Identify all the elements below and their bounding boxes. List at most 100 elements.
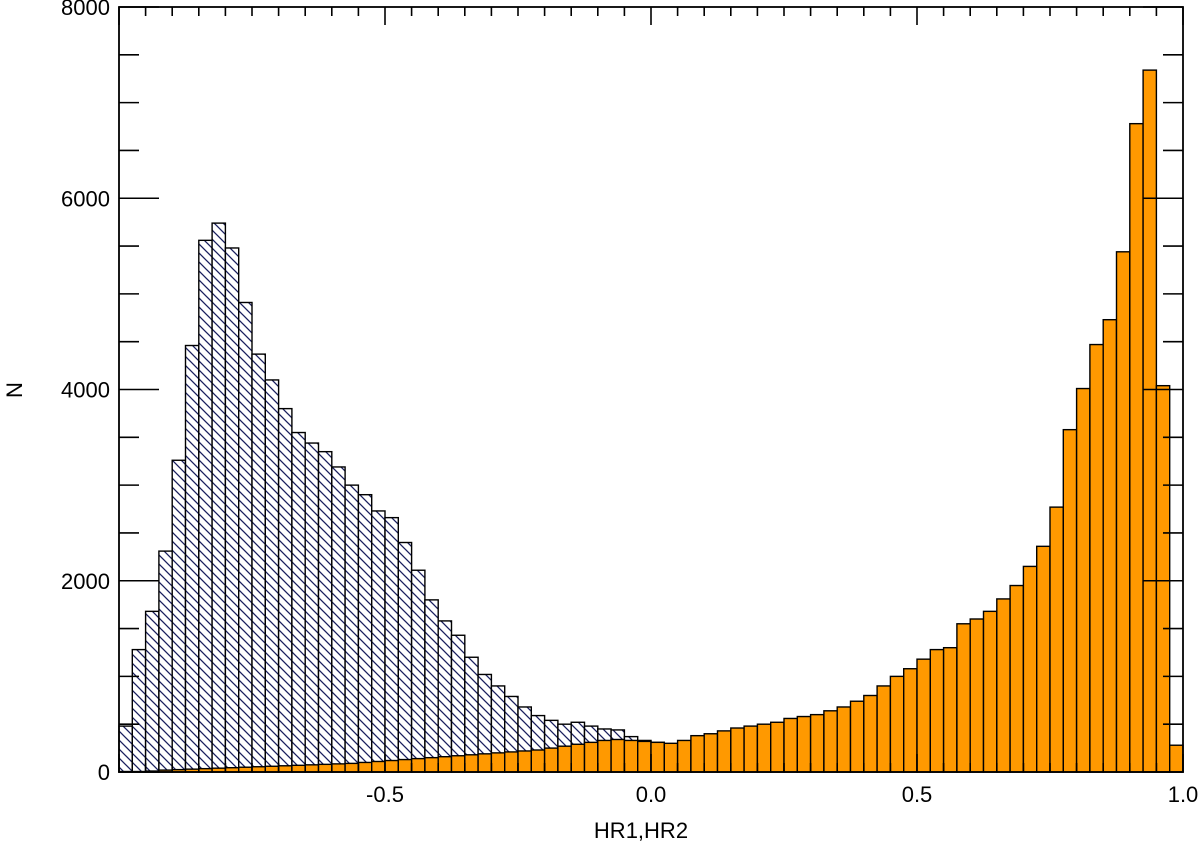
- histogram-bar: [317, 763, 333, 773]
- histogram-bar: [650, 741, 666, 773]
- histogram-bar: [490, 752, 506, 773]
- histogram-bar: [809, 713, 825, 773]
- histogram-bar: [1075, 387, 1091, 773]
- histogram-bar: [770, 721, 785, 773]
- histogram-bar: [1155, 384, 1171, 773]
- histogram-bar: [237, 301, 253, 773]
- histogram-bar: [1115, 251, 1131, 773]
- histogram-bar: [783, 717, 799, 773]
- histogram-bar: [1022, 565, 1038, 773]
- histogram-bar: [397, 541, 413, 773]
- y-axis-label: N: [2, 382, 27, 398]
- histogram-bar: [756, 723, 772, 773]
- histogram-bar: [956, 623, 971, 773]
- histogram-bar: [1089, 343, 1104, 773]
- histogram-bar: [504, 751, 519, 773]
- histogram-bar: [676, 739, 692, 773]
- histogram-bar: [942, 646, 958, 773]
- histogram-bar: [424, 599, 439, 773]
- histogram-bar: [198, 239, 213, 773]
- histogram-bar: [836, 706, 852, 773]
- histogram-bar: [331, 466, 346, 773]
- histogram-bar: [570, 743, 586, 773]
- histogram-bar: [171, 459, 187, 773]
- histogram-bar: [663, 742, 679, 773]
- histogram-bar: [357, 493, 373, 773]
- y-tick-label: 8000: [61, 0, 110, 20]
- histogram-bar: [211, 222, 227, 773]
- histogram-bar: [543, 747, 559, 773]
- histogram-bar: [1129, 122, 1144, 773]
- histogram-bar: [277, 765, 293, 773]
- histogram-bar: [118, 725, 134, 773]
- histogram-bar: [863, 694, 878, 773]
- histogram-bar: [1049, 506, 1065, 773]
- histogram-bar: [224, 247, 240, 773]
- x-tick-label: -0.5: [366, 782, 404, 807]
- histogram-bar: [357, 761, 373, 773]
- histogram-bar: [929, 648, 945, 773]
- series-2-bars: [118, 69, 1184, 773]
- histogram-bar: [1062, 428, 1078, 773]
- axis-ticks: [118, 6, 1184, 773]
- histogram-bar: [450, 634, 466, 773]
- histogram-bar: [450, 755, 466, 773]
- histogram-bar: [264, 379, 280, 773]
- histogram-bar: [690, 734, 705, 773]
- histogram-bar: [849, 700, 865, 773]
- histogram-bar: [583, 741, 599, 773]
- histogram-bar: [331, 763, 346, 773]
- histogram-bar: [703, 733, 719, 773]
- histogram-bar: [1009, 584, 1025, 773]
- y-tick-label: 0: [98, 760, 110, 785]
- x-axis-label: HR1,HR2: [594, 818, 688, 843]
- axis-tick-labels: -0.5 0.0 0.5 1.0 0 2000 4000 6000 8000: [61, 0, 1198, 807]
- histogram-bar: [610, 738, 626, 773]
- histogram-bar: [410, 569, 426, 773]
- histogram-bar: [144, 610, 160, 773]
- histogram-bar: [291, 764, 306, 773]
- histogram-bar: [184, 344, 200, 773]
- y-tick-label: 4000: [61, 378, 110, 403]
- histogram-bar: [1168, 744, 1184, 773]
- histogram-bar: [277, 407, 293, 773]
- histogram-bar: [437, 756, 453, 773]
- histogram-bar: [903, 668, 918, 773]
- histogram-bar: [477, 753, 493, 773]
- histogram-bar: [251, 353, 267, 773]
- histogram-bar: [304, 442, 320, 773]
- histogram-bar: [384, 759, 400, 773]
- histogram-bar: [730, 727, 745, 773]
- histogram-bar: [131, 648, 147, 773]
- histogram-bar: [517, 750, 533, 773]
- histogram-bar: [969, 618, 985, 773]
- histogram-bar: [530, 749, 546, 773]
- histogram-bar: [1035, 545, 1051, 773]
- histogram-bar: [317, 450, 333, 773]
- x-tick-label: 1.0: [1168, 782, 1199, 807]
- x-tick-label: 0.5: [902, 782, 933, 807]
- histogram-bar: [889, 675, 905, 773]
- histogram-bar: [743, 725, 759, 773]
- histogram-bar: [344, 484, 360, 773]
- histogram-bar: [982, 610, 998, 773]
- histogram-bar: [291, 431, 306, 773]
- histogram-bar: [304, 764, 320, 773]
- histogram-bar: [464, 754, 479, 773]
- histogram-bar: [424, 756, 439, 773]
- histogram-bar: [1142, 69, 1158, 773]
- histogram-bar: [796, 715, 812, 773]
- histogram-bar: [597, 739, 612, 773]
- histogram-bar: [916, 658, 932, 773]
- histogram-bar: [371, 510, 386, 773]
- histogram-bar: [158, 550, 173, 773]
- histogram-bar: [716, 730, 732, 773]
- histogram-bar: [384, 516, 400, 773]
- x-tick-label: 0.0: [636, 782, 667, 807]
- histogram-bar: [823, 710, 838, 773]
- histogram-bar: [410, 757, 426, 773]
- histogram-bar: [623, 739, 639, 773]
- histogram-bar: [344, 762, 360, 773]
- histogram-bar: [557, 745, 572, 773]
